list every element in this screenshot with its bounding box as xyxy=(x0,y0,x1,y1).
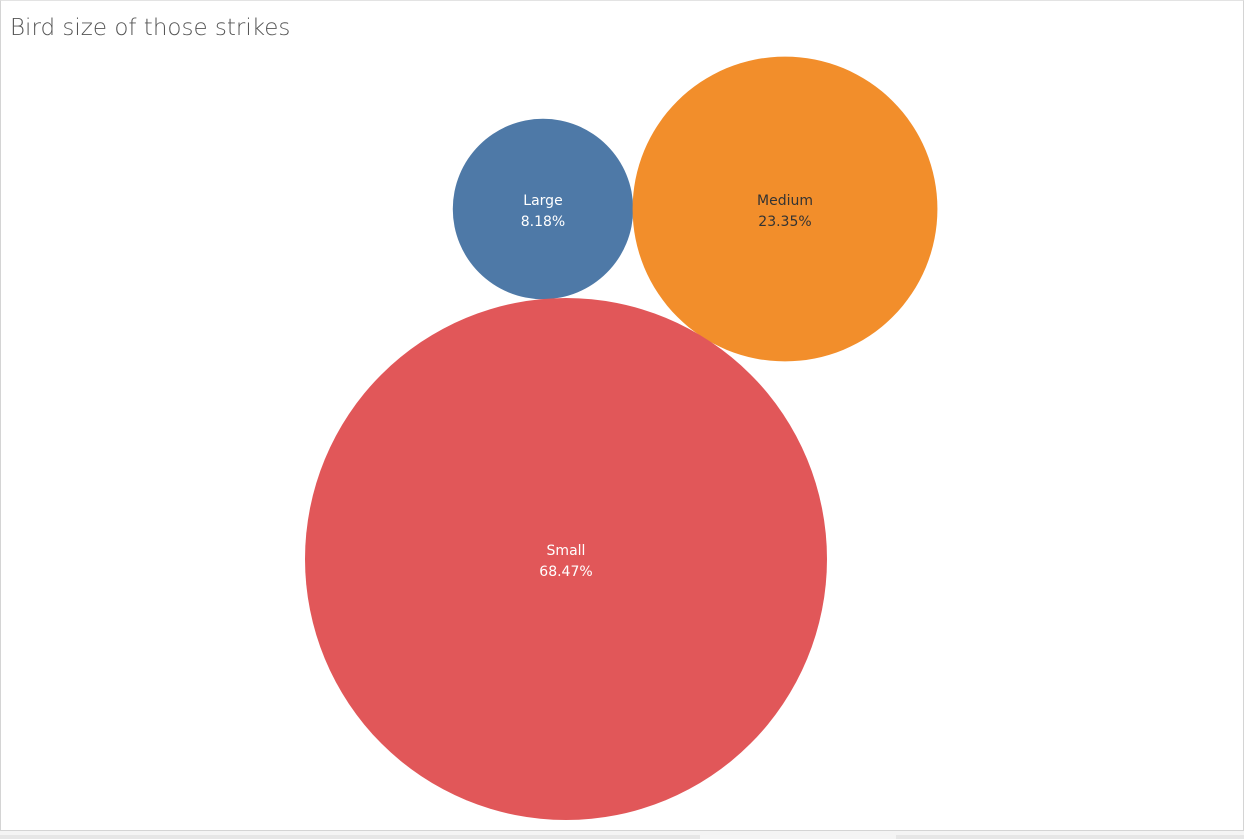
scroll-track-segment xyxy=(896,835,1244,839)
bubble-value-label: 8.18% xyxy=(521,214,565,230)
bubble-value-label: 68.47% xyxy=(539,564,592,580)
bubble-category-label: Medium xyxy=(757,193,813,209)
bubble-circle-large xyxy=(453,119,633,299)
bubble-large: Large 8.18% xyxy=(453,119,633,299)
bubble-small: Small 68.47% xyxy=(305,298,827,820)
bubble-circle-small xyxy=(305,298,827,820)
bubble-medium: Medium 23.35% xyxy=(633,57,938,362)
bubble-category-label: Large xyxy=(523,193,562,209)
bubble-value-label: 23.35% xyxy=(758,214,811,230)
scroll-track-segment xyxy=(0,835,700,839)
bubble-category-label: Small xyxy=(547,543,586,559)
